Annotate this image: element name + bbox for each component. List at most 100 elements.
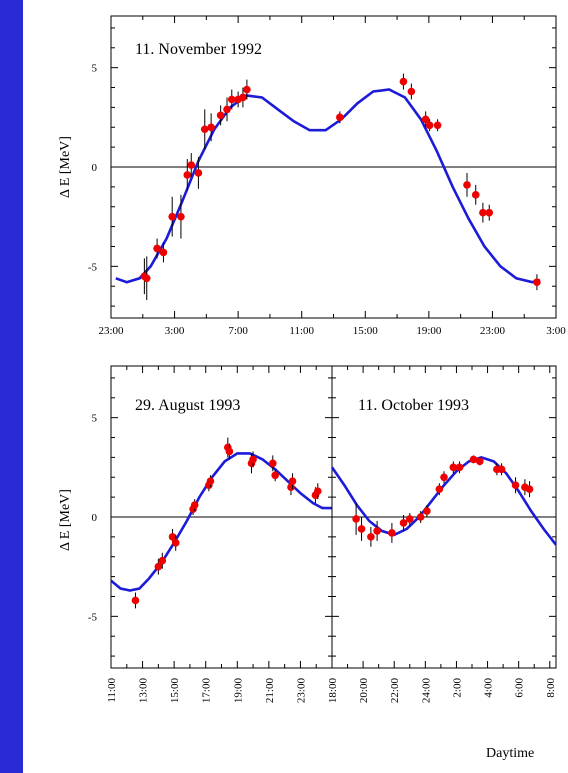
data-point: [168, 212, 176, 221]
data-point: [153, 244, 161, 253]
data-point: [485, 208, 494, 217]
data-point: [159, 248, 168, 257]
data-point: [216, 111, 225, 120]
data-point: [227, 95, 236, 104]
data-point: [336, 113, 344, 122]
data-point: [225, 447, 234, 456]
x-tick-label: 19:00: [416, 325, 442, 337]
data-point: [190, 501, 199, 509]
fit-curve: [115, 88, 541, 284]
panel-november-1992: 5 0 -5 23:00 3:00 7:00 11:00 15:00 19:00 23:00 3:0…: [58, 15, 566, 337]
data-point: [425, 121, 434, 130]
data-point: [177, 212, 185, 221]
data-point: [313, 487, 322, 495]
y-axis-label: Δ E [MeV]: [58, 489, 73, 551]
x-tick-label: 15:00: [169, 678, 181, 704]
panel-title: 11. October 1993: [358, 397, 469, 414]
data-point: [469, 455, 478, 464]
x-tick-label: 23:00: [480, 325, 506, 337]
data-point: [200, 125, 209, 134]
data-point: [357, 525, 366, 533]
x-tick-label: 21:00: [264, 678, 276, 704]
panel-october-1993: 18:00 20:00 22:00 24:00 2:00 4:00 6:00 8:00 11.…: [327, 365, 558, 704]
data-point: [131, 596, 140, 605]
data-point: [405, 515, 414, 523]
data-point: [239, 93, 247, 102]
data-point: [399, 77, 408, 86]
y-tick-label: 0: [92, 512, 98, 524]
x-tick-label: 3:00: [546, 325, 566, 337]
data-point: [288, 477, 297, 486]
data-point: [479, 208, 487, 217]
x-tick-label: 11:00: [289, 325, 314, 337]
data-point: [533, 278, 541, 287]
data-point: [471, 191, 480, 199]
y-tick-label: 0: [92, 162, 98, 174]
data-point: [154, 562, 163, 571]
data-point: [207, 123, 215, 132]
data-point: [440, 473, 448, 482]
data-point: [455, 463, 464, 472]
x-tick-label: 2:00: [451, 678, 463, 698]
data-point: [416, 513, 425, 521]
y-axis-label: Δ E [MeV]: [58, 136, 73, 198]
y-tick-label: 5: [92, 413, 98, 425]
x-tick-label: 4:00: [483, 678, 495, 698]
data-point: [373, 527, 381, 535]
data-point: [243, 85, 251, 94]
x-tick-label: 11:00: [106, 678, 118, 703]
x-tick-label: 3:00: [165, 325, 185, 337]
panel-title: 29. August 1993: [135, 397, 240, 414]
x-tick-label: 23:00: [98, 325, 124, 337]
data-point: [367, 533, 375, 541]
data-point: [171, 539, 180, 547]
x-tick-label: 23:00: [295, 678, 307, 704]
data-point: [206, 477, 215, 486]
data-point: [463, 181, 471, 189]
x-tick-label: 22:00: [389, 678, 401, 704]
data-point: [421, 115, 430, 124]
panel-title: 11. November 1992: [135, 41, 262, 58]
y-tick-label: -5: [88, 611, 98, 623]
x-tick-label: 13:00: [138, 678, 150, 704]
data-point: [271, 471, 279, 480]
data-point: [168, 533, 177, 541]
x-tick-label: 19:00: [232, 678, 244, 704]
data-point: [511, 481, 520, 490]
x-tick-label: 18:00: [327, 678, 339, 704]
data-point: [158, 556, 167, 565]
data-point: [223, 105, 231, 114]
x-tick-label: 24:00: [420, 678, 432, 704]
data-point: [142, 274, 151, 283]
fit-curve: [330, 456, 558, 546]
fit-curve: [110, 452, 332, 592]
data-point: [433, 121, 442, 130]
data-point: [423, 507, 431, 515]
paper-background: [23, 0, 568, 773]
x-axis-label: Daytime: [486, 746, 534, 761]
x-tick-label: 6:00: [514, 678, 526, 698]
data-point: [475, 457, 484, 466]
data-point: [352, 515, 360, 523]
data-point: [388, 529, 396, 537]
data-point: [269, 459, 277, 468]
x-tick-label: 20:00: [358, 678, 370, 704]
data-point: [407, 87, 416, 96]
x-tick-label: 15:00: [353, 325, 379, 337]
data-point: [183, 171, 192, 179]
y-tick-label: 5: [92, 63, 98, 75]
data-point: [525, 485, 534, 493]
data-point: [435, 485, 444, 493]
data-point: [187, 161, 196, 169]
data-point: [449, 463, 458, 472]
x-tick-label: 17:00: [201, 678, 213, 704]
panel-august-1993: 50-511:00 13:00 15:00 17:00 19:00 21:00 23:00 …: [58, 365, 333, 704]
data-point: [249, 455, 257, 464]
data-point: [399, 519, 408, 527]
data-point: [497, 465, 506, 474]
x-tick-label: 8:00: [545, 678, 557, 698]
x-tick-label: 7:00: [228, 325, 248, 337]
y-tick-label: -5: [88, 261, 98, 273]
data-point: [194, 169, 203, 177]
